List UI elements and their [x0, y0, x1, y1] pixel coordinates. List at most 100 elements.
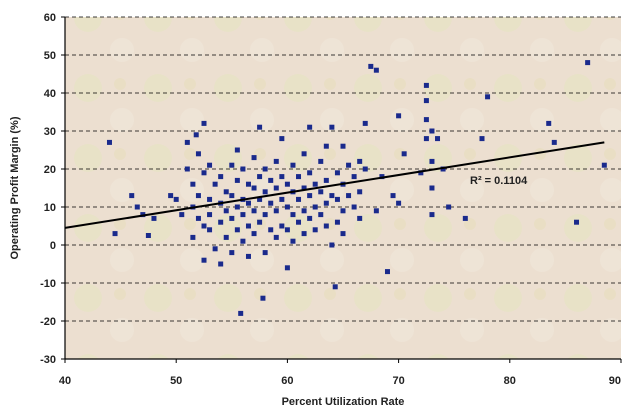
data-point-149	[485, 94, 491, 100]
data-point-26	[207, 227, 213, 233]
data-point-93	[307, 170, 313, 176]
data-point-152	[574, 219, 580, 225]
data-point-95	[307, 215, 313, 221]
data-point-58	[257, 174, 263, 180]
data-point-33	[223, 189, 229, 195]
data-point-88	[301, 151, 307, 157]
data-point-25	[207, 212, 213, 218]
data-point-109	[332, 284, 338, 290]
data-point-133	[396, 200, 402, 206]
data-point-100	[318, 189, 324, 195]
data-point-112	[334, 219, 340, 225]
data-point-140	[429, 128, 435, 134]
y-tick-label-10: 10	[44, 202, 56, 214]
data-point-94	[307, 193, 313, 199]
data-point-81	[290, 162, 296, 168]
data-point-150	[546, 120, 552, 126]
data-point-143	[429, 212, 435, 218]
data-point-113	[340, 143, 346, 149]
data-point-60	[257, 219, 263, 225]
y-tick-label-60: 60	[44, 12, 56, 24]
data-point-27	[212, 181, 218, 187]
data-point-89	[301, 185, 307, 191]
y-tick-label-40: 40	[44, 88, 56, 100]
y-tick-label--20: -20	[40, 316, 56, 328]
y-axis-title: Operating Profit Margin (%)	[9, 116, 21, 259]
data-point-34	[223, 208, 229, 214]
data-point-77	[284, 181, 290, 187]
x-tick-label-60: 60	[281, 375, 293, 387]
data-point-87	[296, 219, 302, 225]
data-point-85	[296, 174, 302, 180]
data-point-117	[346, 162, 352, 168]
data-point-23	[207, 162, 213, 168]
data-point-138	[423, 117, 429, 123]
data-point-41	[234, 177, 240, 183]
data-point-51	[245, 223, 251, 229]
data-point-123	[357, 215, 363, 221]
data-point-111	[334, 196, 340, 202]
data-point-127	[373, 67, 379, 73]
data-point-47	[240, 212, 246, 218]
data-point-5	[145, 233, 151, 238]
data-point-67	[268, 200, 274, 206]
data-point-14	[190, 234, 196, 240]
data-point-115	[340, 208, 346, 214]
data-point-70	[273, 185, 279, 191]
data-point-148	[479, 136, 485, 142]
y-tick-label-0: 0	[50, 240, 56, 252]
data-point-24	[207, 196, 213, 202]
y-tick-label-20: 20	[44, 164, 56, 176]
data-point-7	[168, 193, 174, 199]
data-point-44	[238, 310, 244, 316]
data-point-110	[334, 170, 340, 176]
data-point-66	[268, 177, 274, 183]
data-point-153	[585, 60, 591, 66]
data-point-144	[435, 136, 441, 142]
y-tick-label-30: 30	[44, 126, 56, 138]
data-point-49	[245, 181, 251, 187]
data-point-78	[284, 204, 290, 210]
data-point-106	[329, 124, 335, 130]
data-point-68	[268, 227, 274, 233]
data-point-105	[323, 223, 329, 229]
data-point-21	[201, 223, 207, 229]
data-point-54	[251, 185, 257, 191]
data-point-116	[340, 231, 346, 237]
data-point-129	[379, 174, 385, 180]
data-point-126	[368, 63, 374, 69]
data-point-36	[229, 162, 235, 168]
data-point-19	[201, 120, 207, 126]
data-point-9	[179, 212, 185, 218]
x-tick-label-40: 40	[59, 375, 71, 387]
data-point-32	[218, 261, 224, 267]
data-point-63	[262, 189, 268, 195]
data-point-147	[462, 215, 468, 221]
data-point-137	[423, 98, 429, 104]
data-point-56	[251, 231, 257, 237]
data-point-31	[218, 219, 224, 225]
data-point-146	[446, 204, 452, 210]
data-point-39	[229, 250, 235, 256]
data-point-134	[401, 151, 407, 157]
data-point-42	[234, 204, 240, 210]
data-point-92	[307, 124, 313, 130]
x-tick-label-80: 80	[504, 375, 516, 387]
x-axis-title: Percent Utilization Rate	[282, 396, 405, 408]
data-point-76	[279, 223, 285, 229]
data-point-1	[112, 231, 118, 237]
data-point-145	[440, 166, 446, 172]
data-point-118	[346, 193, 352, 199]
data-point-80	[284, 265, 290, 271]
data-point-102	[323, 143, 329, 149]
data-point-75	[279, 196, 285, 202]
data-point-124	[362, 120, 368, 126]
y-tick-label-50: 50	[44, 50, 56, 62]
data-point-103	[323, 177, 329, 183]
data-point-64	[262, 212, 268, 218]
data-point-130	[384, 269, 390, 275]
data-point-128	[373, 208, 379, 214]
data-point-12	[190, 181, 196, 187]
